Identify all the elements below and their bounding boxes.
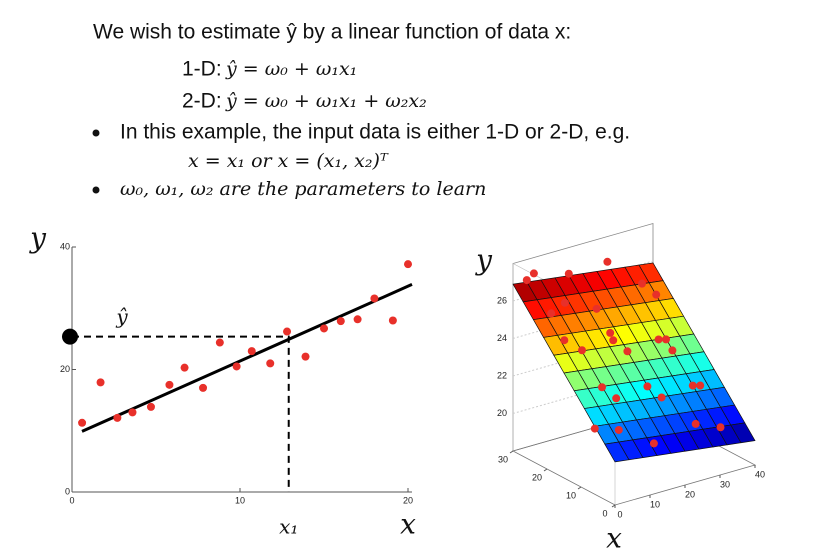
- x2-tick: [577, 486, 582, 490]
- data-point: [696, 381, 705, 390]
- data-point: [353, 315, 362, 324]
- data-point: [598, 383, 606, 392]
- data-point: [199, 383, 208, 392]
- data-point: [388, 316, 397, 325]
- data-point: [529, 269, 538, 278]
- data-point: [592, 304, 601, 313]
- estimate-guide: [72, 335, 290, 492]
- z-tick-label: 26: [497, 295, 507, 305]
- data-point: [623, 347, 632, 356]
- z-tick-label: 24: [497, 333, 507, 343]
- eq3: x = x₁ or x = (x₁, x₂)ᵀ: [188, 150, 389, 172]
- bullet2: ω₀, ω₁, ω₂ are the parameters to learn: [120, 178, 486, 200]
- data-point: [320, 324, 328, 333]
- x1-tick-label: 30: [720, 479, 730, 489]
- data-point: [336, 317, 345, 326]
- x2-tick-label: 0: [602, 508, 607, 518]
- data-point: [232, 362, 241, 371]
- x1-tick-label: 40: [755, 469, 765, 479]
- y-tick-label: 0: [65, 486, 70, 496]
- data-point: [283, 327, 292, 336]
- data-point: [404, 260, 412, 269]
- intro: We wish to estimate ŷ by a linear functi…: [93, 21, 571, 44]
- estimate-point: [62, 328, 78, 345]
- x1-label: x₁: [279, 515, 298, 539]
- data-point: [614, 425, 623, 434]
- data-point: [716, 423, 725, 432]
- bullet: [92, 129, 100, 137]
- data-point: [96, 378, 105, 387]
- eq2-label: 2-D:: [182, 90, 222, 113]
- data-point: [247, 347, 256, 356]
- fit-line: [81, 283, 413, 433]
- data-point: [638, 279, 646, 288]
- data-point: [128, 408, 137, 417]
- data-point: [146, 402, 155, 411]
- data-point: [657, 393, 666, 402]
- bullet1: In this example, the input data is eithe…: [120, 121, 630, 144]
- z-axis-label: y: [474, 244, 493, 277]
- yhat-label: ŷ: [115, 305, 128, 329]
- eq1-label: 1-D:: [182, 58, 222, 81]
- data-point: [643, 382, 652, 391]
- data-point: [78, 418, 87, 427]
- data-point: [547, 309, 556, 318]
- x1-tick-label: 0: [617, 509, 622, 519]
- x2-tick: [543, 468, 548, 472]
- data-point: [560, 298, 569, 307]
- data-point: [606, 328, 615, 337]
- data-point: [668, 346, 677, 355]
- x1-tick-label: 20: [685, 489, 695, 499]
- data-point: [522, 276, 531, 285]
- x-tick-label: 0: [69, 495, 74, 505]
- data-point: [654, 335, 663, 344]
- data-point: [564, 269, 573, 278]
- y-tick-label: 40: [60, 241, 70, 251]
- bullet: [92, 186, 100, 194]
- data-point: [215, 338, 224, 347]
- data-point: [688, 381, 697, 390]
- data-point: [590, 424, 599, 433]
- data-point: [560, 336, 569, 345]
- data-point: [578, 346, 586, 355]
- data-point: [165, 380, 174, 389]
- x2-tick: [509, 450, 514, 454]
- charts: 0 20 40 0 10 20 y ŷ x₁ x 20 22 24 26 0 10 20 30 40 0 10 20 30 y…: [28, 222, 765, 555]
- eq2: ŷ = ω₀ + ω₁x₁ + ω₂x₂: [225, 90, 427, 112]
- data-point: [370, 294, 379, 303]
- x2-tick-label: 10: [566, 490, 576, 500]
- data-point: [662, 335, 670, 344]
- data-point: [180, 363, 189, 372]
- data-point: [612, 394, 621, 403]
- x-tick-label: 10: [235, 495, 245, 505]
- data-point: [609, 336, 618, 345]
- x2-tick-label: 30: [498, 454, 508, 464]
- surface-cell: [730, 422, 756, 444]
- z-tick-label: 22: [497, 370, 507, 380]
- x1-tick-label: 10: [650, 499, 660, 509]
- x-tick-label: 20: [403, 495, 413, 505]
- x2-tick-label: 20: [532, 472, 542, 482]
- data-point: [301, 352, 310, 361]
- eq1: ŷ = ω₀ + ω₁x₁: [225, 58, 357, 80]
- x2-tick: [611, 504, 616, 508]
- y-axis-label: y: [28, 222, 47, 255]
- data-point: [266, 359, 275, 368]
- data-point: [652, 290, 661, 299]
- data-point: [649, 439, 658, 448]
- y-tick-label: 20: [60, 364, 70, 374]
- x-axis-label: x: [400, 508, 416, 541]
- data-point: [113, 413, 122, 422]
- z-tick-label: 20: [497, 408, 507, 418]
- data-point: [691, 419, 700, 428]
- data-point: [603, 257, 612, 266]
- x-axis-label: x: [606, 522, 622, 555]
